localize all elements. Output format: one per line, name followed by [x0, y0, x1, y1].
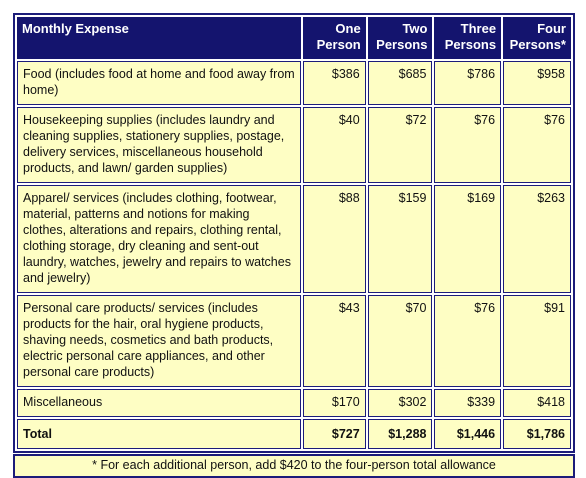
total-value: $1,786	[503, 419, 571, 449]
table-row-personal-care: Personal care products/ services (includ…	[17, 295, 571, 387]
table-row-apparel: Apparel/ services (includes clothing, fo…	[17, 185, 571, 293]
cell-value: $40	[303, 107, 366, 183]
cell-value: $302	[367, 389, 433, 417]
cell-value: $72	[367, 107, 433, 183]
cell-value: $170	[303, 389, 366, 417]
cell-value: $386	[303, 61, 366, 105]
cell-value: $685	[367, 61, 433, 105]
table-row-miscellaneous: Miscellaneous $170 $302 $339 $418	[17, 389, 571, 417]
cell-value: $786	[434, 61, 502, 105]
header-text: Monthly Expense	[22, 21, 129, 36]
cell-value: $76	[434, 295, 502, 387]
cell-value: $263	[503, 185, 571, 293]
table-row-food: Food (includes food at home and food awa…	[17, 61, 571, 105]
header-three-persons: Three Persons	[434, 17, 502, 59]
header-one-person: One Person	[303, 17, 366, 59]
cell-value: $91	[503, 295, 571, 387]
cell-value: $76	[503, 107, 571, 183]
row-label: Personal care products/ services (includ…	[17, 295, 302, 387]
cell-value: $339	[434, 389, 502, 417]
row-label: Housekeeping supplies (includes laundry …	[17, 107, 302, 183]
row-label: Miscellaneous	[17, 389, 302, 417]
header-four-persons: Four Persons*	[503, 17, 571, 59]
monthly-expense-table: Monthly Expense One Person Two Persons T…	[13, 13, 575, 453]
header-two-persons: Two Persons	[367, 17, 433, 59]
total-value: $727	[303, 419, 366, 449]
header-text: Three	[460, 21, 497, 36]
header-text: Persons	[444, 37, 497, 52]
cell-value: $159	[367, 185, 433, 293]
header-row: Monthly Expense One Person Two Persons T…	[17, 17, 571, 59]
table-row-housekeeping: Housekeeping supplies (includes laundry …	[17, 107, 571, 183]
cell-value: $70	[367, 295, 433, 387]
total-value: $1,288	[367, 419, 433, 449]
header-text: Two	[402, 21, 428, 36]
total-label: Total	[17, 419, 302, 449]
cell-value: $76	[434, 107, 502, 183]
cell-value: $418	[503, 389, 571, 417]
expense-table-container: Monthly Expense One Person Two Persons T…	[13, 13, 575, 478]
cell-value: $958	[503, 61, 571, 105]
cell-value: $43	[303, 295, 366, 387]
cell-value: $88	[303, 185, 366, 293]
row-label: Food (includes food at home and food awa…	[17, 61, 302, 105]
row-label: Apparel/ services (includes clothing, fo…	[17, 185, 302, 293]
cell-value: $169	[434, 185, 502, 293]
table-row-total: Total $727 $1,288 $1,446 $1,786	[17, 419, 571, 449]
header-text: Person	[316, 37, 361, 52]
header-text: Four	[537, 21, 566, 36]
header-text: Persons*	[509, 37, 566, 52]
total-value: $1,446	[434, 419, 502, 449]
footnote: * For each additional person, add $420 t…	[13, 454, 575, 478]
header-text: One	[335, 21, 361, 36]
header-text: Persons	[376, 37, 428, 52]
header-monthly-expense: Monthly Expense	[17, 17, 302, 59]
